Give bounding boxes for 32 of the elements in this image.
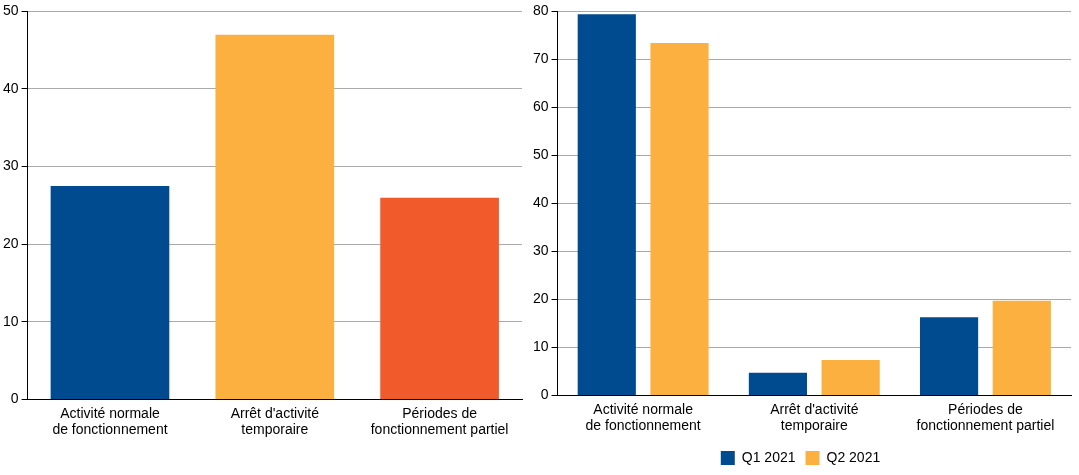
y-tick-label: 50 bbox=[2, 2, 19, 19]
bar bbox=[215, 34, 335, 399]
y-tick-label: 30 bbox=[532, 242, 549, 259]
bar bbox=[650, 43, 709, 395]
bar bbox=[380, 197, 499, 399]
y-tick-label: 50 bbox=[532, 146, 549, 163]
bar bbox=[992, 300, 1051, 395]
y-tick-label: 40 bbox=[2, 79, 19, 96]
y-tick-label: 0 bbox=[10, 390, 19, 407]
legend-label: Q2 2021 bbox=[826, 448, 881, 465]
y-tick-label: 30 bbox=[2, 157, 19, 174]
bar bbox=[577, 14, 636, 395]
y-tick-label: 20 bbox=[532, 290, 549, 307]
x-tick-label: Arrêt d'activité temporaire bbox=[230, 404, 320, 438]
y-tick-label: 40 bbox=[532, 194, 549, 211]
bar bbox=[748, 372, 808, 395]
y-tick-label: 70 bbox=[532, 50, 549, 67]
y-tick-label: 20 bbox=[2, 235, 19, 252]
bar bbox=[919, 317, 979, 395]
x-tick-label: Arrêt d'activité temporaire bbox=[770, 400, 859, 434]
y-tick-label: 10 bbox=[2, 312, 19, 329]
y-tick-label: 80 bbox=[532, 2, 549, 19]
x-tick-label: Activité normale de fonctionnement bbox=[585, 400, 701, 434]
legend-label: Q1 2021 bbox=[741, 448, 796, 465]
bar bbox=[821, 359, 880, 395]
x-tick-label: Périodes de fonctionnement partiel bbox=[370, 404, 509, 438]
y-tick-label: 0 bbox=[540, 386, 549, 403]
y-tick-label: 60 bbox=[532, 98, 549, 115]
bar bbox=[50, 186, 170, 399]
x-tick-label: Activité normale de fonctionnement bbox=[52, 404, 168, 438]
y-tick-label: 10 bbox=[532, 338, 549, 355]
x-tick-label: Périodes de fonctionnement partiel bbox=[916, 400, 1055, 434]
